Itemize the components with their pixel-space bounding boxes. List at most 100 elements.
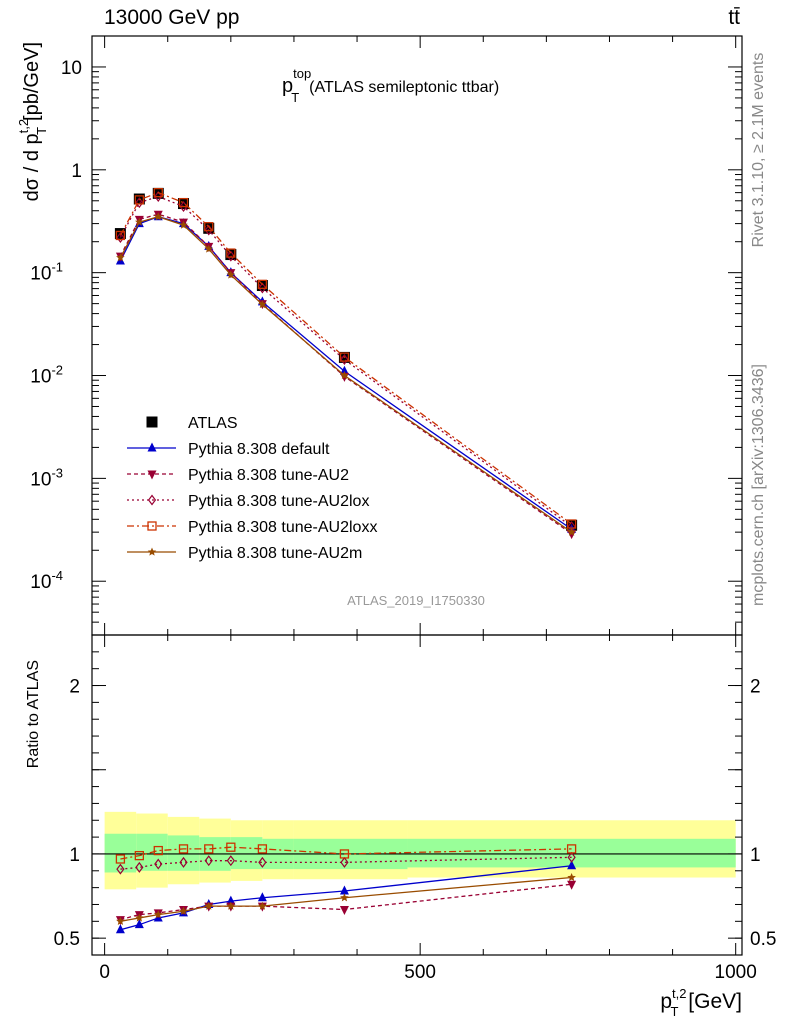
ratio-y-tick-label-left: 0.5 bbox=[54, 929, 80, 950]
data-point bbox=[340, 893, 349, 902]
data-point bbox=[339, 365, 349, 375]
legend: ATLAS Pythia 8.308 default Pythia 8.308 tu… bbox=[127, 415, 377, 562]
data-point bbox=[204, 901, 214, 910]
side-text-top: Rivet 3.1.10, ≥ 2.1M events bbox=[750, 53, 767, 248]
data-point bbox=[179, 220, 188, 229]
data-point bbox=[135, 913, 144, 922]
data-point bbox=[339, 849, 350, 859]
data-point bbox=[204, 244, 214, 253]
axes-layer bbox=[91, 35, 743, 956]
series-5 bbox=[116, 212, 576, 925]
data-point bbox=[226, 248, 236, 258]
legend-label: Pythia 8.308 tune-AU2loxx bbox=[188, 519, 377, 536]
data-point bbox=[135, 861, 144, 873]
x-tick-label: 0 bbox=[99, 962, 110, 983]
series-layer bbox=[114, 187, 578, 934]
data-point bbox=[134, 850, 144, 861]
data-point bbox=[178, 198, 190, 210]
legend-entry-2: Pythia 8.308 tune-AU2 bbox=[127, 467, 349, 484]
data-point bbox=[115, 924, 125, 934]
data-point bbox=[135, 217, 144, 226]
data-point bbox=[225, 249, 237, 261]
y-axis-label-main: dσ / d pt,2 T[pb/GeV] bbox=[16, 42, 49, 201]
data-point bbox=[567, 851, 576, 863]
series-3 bbox=[116, 191, 576, 875]
series-line-ratio bbox=[120, 846, 572, 860]
data-point bbox=[258, 901, 267, 910]
data-point bbox=[178, 197, 189, 208]
labels-layer: 0 500 1000 10-4 10-3 10-2 10-1 1 10 0.5 0.5 1 1 2 2 130… bbox=[16, 6, 776, 1019]
data-point bbox=[204, 844, 214, 854]
legend-entry-4: Pythia 8.308 tune-AU2loxx bbox=[127, 519, 377, 536]
data-point bbox=[154, 858, 163, 870]
x-tick-label: 1000 bbox=[715, 962, 757, 983]
series-line-ratio bbox=[120, 883, 572, 921]
data-point bbox=[147, 442, 157, 452]
plot-title: ptop T(ATLAS semileptonic ttbar) bbox=[282, 66, 499, 105]
data-point bbox=[204, 855, 213, 867]
legend-entry-3: Pythia 8.308 tune-AU2lox bbox=[127, 493, 369, 510]
analysis-tag: ATLAS_2019_I1750330 bbox=[347, 593, 485, 608]
data-point bbox=[226, 901, 236, 910]
legend-entry-1: Pythia 8.308 default bbox=[127, 441, 330, 458]
ratio-y-tick-label-right: 1 bbox=[750, 845, 761, 866]
legend-entry-5: Pythia 8.308 tune-AU2m bbox=[127, 545, 362, 562]
data-point bbox=[567, 880, 577, 890]
data-point bbox=[340, 354, 349, 366]
data-point bbox=[339, 885, 349, 895]
data-point bbox=[257, 844, 268, 854]
x-axis-label: pt,2 T [GeV] bbox=[660, 986, 742, 1019]
data-point bbox=[203, 222, 215, 234]
series-line-main bbox=[119, 195, 572, 528]
data-point bbox=[566, 844, 577, 854]
data-point bbox=[134, 195, 144, 205]
data-point bbox=[115, 230, 126, 241]
y-tick-label: 1 bbox=[71, 161, 82, 182]
legend-label: Pythia 8.308 tune-AU2 bbox=[188, 467, 349, 484]
data-point bbox=[153, 910, 163, 919]
data-point bbox=[258, 856, 267, 868]
y-tick-label: 10-1 bbox=[30, 260, 63, 285]
band-inner-bin bbox=[230, 837, 263, 870]
data-point bbox=[152, 187, 164, 199]
ratio-y-tick-label-left: 2 bbox=[69, 677, 80, 698]
data-point bbox=[116, 863, 125, 875]
band-inner-bin bbox=[104, 833, 137, 873]
y-axis-label-ratio: Ratio to ATLAS bbox=[25, 660, 42, 768]
data-point bbox=[147, 470, 157, 480]
data-point bbox=[204, 222, 214, 232]
data-point bbox=[226, 855, 235, 867]
data-point bbox=[567, 860, 577, 870]
data-point bbox=[226, 895, 236, 905]
data-point bbox=[153, 187, 163, 198]
legend-label: Pythia 8.308 default bbox=[188, 441, 330, 458]
data-point bbox=[257, 279, 268, 289]
data-point bbox=[178, 844, 189, 854]
y-tick-label: 10-4 bbox=[30, 568, 63, 593]
header-right: tt̄ bbox=[728, 6, 740, 29]
data-point bbox=[134, 919, 144, 929]
data-point bbox=[339, 352, 350, 362]
side-text-bottom: mcplots.cern.ch [arXiv:1306.3436] bbox=[750, 364, 767, 606]
data-point bbox=[154, 191, 163, 203]
data-point bbox=[567, 527, 576, 536]
data-point bbox=[147, 547, 157, 556]
data-point bbox=[340, 371, 349, 380]
header-left: 13000 GeV pp bbox=[104, 6, 239, 29]
data-point bbox=[258, 282, 267, 294]
y-tick-label: 10 bbox=[61, 58, 82, 79]
ratio-y-tick-label-right: 2 bbox=[750, 677, 761, 698]
legend-label: ATLAS bbox=[188, 415, 238, 432]
ratio-y-tick-label-right: 0.5 bbox=[750, 929, 776, 950]
series-line-ratio bbox=[120, 856, 572, 870]
data-point bbox=[146, 416, 158, 428]
data-point bbox=[147, 494, 157, 506]
data-point bbox=[340, 856, 349, 868]
y-tick-label: 10-2 bbox=[30, 363, 63, 388]
data-point bbox=[257, 892, 267, 902]
data-point bbox=[179, 856, 188, 868]
legend-label: Pythia 8.308 tune-AU2m bbox=[188, 545, 362, 562]
data-point bbox=[115, 854, 126, 864]
y-tick-label: 10-3 bbox=[30, 465, 63, 490]
data-point bbox=[567, 873, 576, 882]
